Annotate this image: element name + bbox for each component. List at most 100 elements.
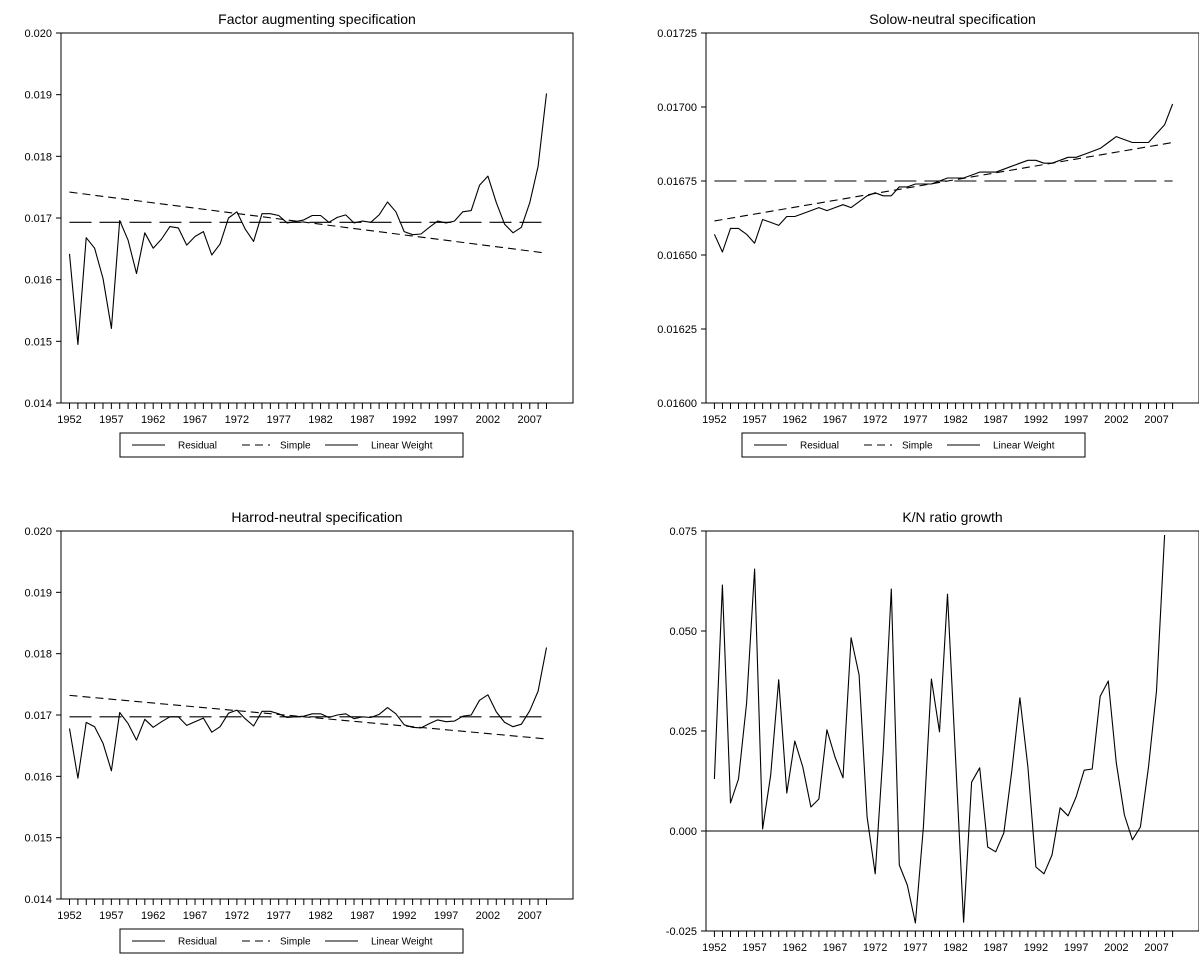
x-tick-label: 1952 <box>702 942 726 954</box>
legend: Residual Simple Linear Weight <box>741 432 1086 458</box>
x-tick-label: 1957 <box>742 414 766 426</box>
y-tick-label: 0.015 <box>24 336 52 348</box>
x-tick-label: 2007 <box>518 414 542 426</box>
y-tick-label: 0.020 <box>24 526 52 538</box>
legend-box <box>119 928 464 954</box>
legend-box <box>741 432 1086 458</box>
legend-label: Residual <box>800 441 839 452</box>
x-tick-label: 1962 <box>783 942 807 954</box>
x-tick-label: 1982 <box>943 942 967 954</box>
x-tick-label: 1982 <box>943 414 967 426</box>
y-tick-label: 0.018 <box>24 151 52 163</box>
chart-title: Harrod-neutral specification <box>231 509 402 525</box>
legend-label: Simple <box>902 441 933 452</box>
x-tick-label: 1982 <box>308 910 332 922</box>
chart-title: Solow-neutral specification <box>869 11 1036 27</box>
y-tick-label: 0.017 <box>24 710 52 722</box>
residual-line <box>68 647 548 779</box>
chart-factor: Factor augmenting specification 0.014 0.01… <box>24 11 574 458</box>
plot-frame <box>60 32 574 404</box>
x-tick-label: 1977 <box>903 942 927 954</box>
y-tick-label: 0.015 <box>24 833 52 845</box>
plot-frame <box>705 32 1199 404</box>
x-tick-label: 1972 <box>863 414 887 426</box>
x-tick-label: 1987 <box>350 414 374 426</box>
chart-solow: Solow-neutral specification 0.01600 0.0162… <box>657 11 1199 458</box>
y-tick-label: 0.01600 <box>657 398 697 410</box>
x-tick-label: 1987 <box>984 414 1008 426</box>
legend-label: Simple <box>280 441 311 452</box>
x-tick-label: 1967 <box>183 910 207 922</box>
x-tick-label: 2007 <box>1144 942 1168 954</box>
y-tick-label: 0.014 <box>24 894 52 906</box>
series-line <box>713 534 1166 924</box>
legend-label: Residual <box>178 441 217 452</box>
residual-line <box>713 103 1174 253</box>
y-tick-label: 0.016 <box>24 771 52 783</box>
y-tick-label: 0.075 <box>669 526 697 538</box>
x-tick-label: 1992 <box>392 910 416 922</box>
x-tick-label: 2007 <box>518 910 542 922</box>
x-tick-label: 1962 <box>141 414 165 426</box>
x-tick-label: 1972 <box>863 942 887 954</box>
y-tick-label: 0.01650 <box>657 250 697 262</box>
x-tick-label: 2002 <box>476 910 500 922</box>
chart-title: Factor augmenting specification <box>218 11 416 27</box>
x-tick-label: 1967 <box>183 414 207 426</box>
y-tick-label: 0.000 <box>669 826 697 838</box>
x-tick-label: 1972 <box>225 910 249 922</box>
simple-line <box>714 141 1173 222</box>
x-tick-label: 1962 <box>783 414 807 426</box>
x-tick-label: 1997 <box>1064 942 1088 954</box>
x-tick-label: 2002 <box>1104 942 1128 954</box>
y-tick-label: 0.019 <box>24 90 52 102</box>
legend-label: Simple <box>280 937 311 948</box>
x-tick-label: 1952 <box>57 910 81 922</box>
x-tick-label: 1977 <box>266 414 290 426</box>
legend: Residual Simple Linear Weight <box>119 928 464 954</box>
y-tick-label: 0.016 <box>24 275 52 287</box>
x-tick-label: 1962 <box>141 910 165 922</box>
x-tick-label: 1977 <box>266 910 290 922</box>
x-tick-label: 1982 <box>308 414 332 426</box>
x-tick-label: 1992 <box>1024 414 1048 426</box>
x-tick-label: 1997 <box>434 910 458 922</box>
x-tick-label: 1992 <box>1024 942 1048 954</box>
y-tick-label: -0.025 <box>666 926 697 938</box>
chart-title: K/N ratio growth <box>902 509 1002 525</box>
x-tick-label: 1957 <box>99 910 123 922</box>
y-tick-label: 0.019 <box>24 587 52 599</box>
x-tick-label: 2002 <box>476 414 500 426</box>
legend-label: Linear Weight <box>371 937 433 948</box>
legend-label: Linear Weight <box>371 441 433 452</box>
x-tick-label: 1992 <box>392 414 416 426</box>
y-tick-label: 0.020 <box>24 28 52 40</box>
x-tick-label: 1957 <box>99 414 123 426</box>
y-tick-label: 0.01675 <box>657 176 697 188</box>
y-tick-label: 0.025 <box>669 726 697 738</box>
legend-label: Linear Weight <box>993 441 1055 452</box>
x-tick-label: 1987 <box>350 910 374 922</box>
legend-box <box>119 432 464 458</box>
y-tick-label: 0.014 <box>24 398 52 410</box>
simple-line <box>69 191 547 254</box>
y-tick-label: 0.050 <box>669 626 697 638</box>
x-tick-label: 1967 <box>823 414 847 426</box>
y-tick-label: 0.01700 <box>657 102 697 114</box>
x-tick-label: 1972 <box>225 414 249 426</box>
x-tick-label: 1957 <box>742 942 766 954</box>
x-tick-label: 2002 <box>1104 414 1128 426</box>
y-tick-label: 0.017 <box>24 213 52 225</box>
x-tick-label: 1952 <box>702 414 726 426</box>
plot-frame <box>705 530 1199 932</box>
residual-line <box>68 93 548 345</box>
x-tick-label: 1997 <box>434 414 458 426</box>
chart-harrod: Harrod-neutral specification 0.014 0.015 0.… <box>24 509 574 954</box>
y-tick-label: 0.018 <box>24 649 52 661</box>
x-tick-label: 2007 <box>1144 414 1168 426</box>
x-tick-label: 1997 <box>1064 414 1088 426</box>
legend-label: Residual <box>178 937 217 948</box>
x-tick-label: 1952 <box>57 414 81 426</box>
y-tick-label: 0.01625 <box>657 324 697 336</box>
x-tick-label: 1967 <box>823 942 847 954</box>
